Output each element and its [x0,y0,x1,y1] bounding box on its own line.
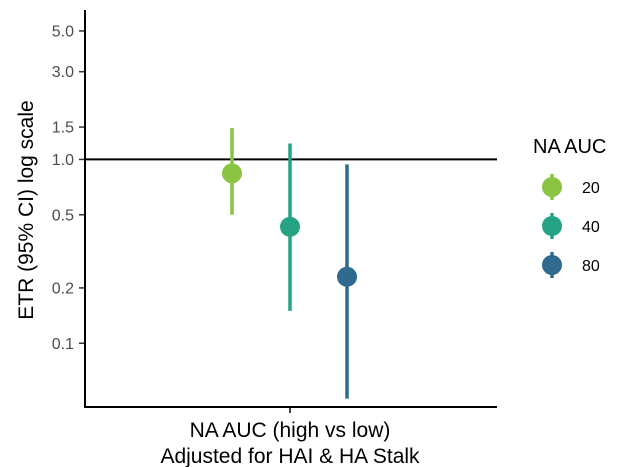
y-tick-label: 5.0 [52,23,74,40]
y-tick-label: 1.0 [52,152,74,169]
legend-item-20: 20 [542,174,600,200]
y-tick-label: 0.1 [52,336,74,353]
x-axis-title-line1: NA AUC (high vs low) [190,419,391,442]
point-80 [337,266,357,287]
legend: 20 40 80 [542,174,600,278]
legend-title: NA AUC [533,136,606,158]
y-axis-title: ETR (95% CI) log scale [15,100,38,319]
legend-label: 40 [582,219,600,236]
series-layer [222,128,357,399]
legend-key-point [542,216,562,236]
series-80 [337,164,357,399]
y-tick-label: 3.0 [52,64,74,81]
series-20 [222,128,242,215]
y-tick-label: 0.2 [52,280,74,297]
point-40 [280,216,300,237]
legend-key-point [542,255,562,275]
y-tick-label: 1.5 [52,120,74,137]
point-20 [222,163,242,184]
y-axis-ticks: 0.1 0.2 0.5 1.0 1.5 3.0 5.0 [52,23,85,353]
series-40 [280,143,300,311]
legend-label: 20 [582,180,600,197]
x-axis-title-line2: Adjusted for HAI & HA Stalk [160,445,420,467]
y-tick-label: 0.5 [52,207,74,224]
legend-item-80: 80 [542,252,600,278]
legend-item-40: 40 [542,213,600,239]
legend-label: 80 [582,258,600,275]
legend-key-point [542,177,562,197]
